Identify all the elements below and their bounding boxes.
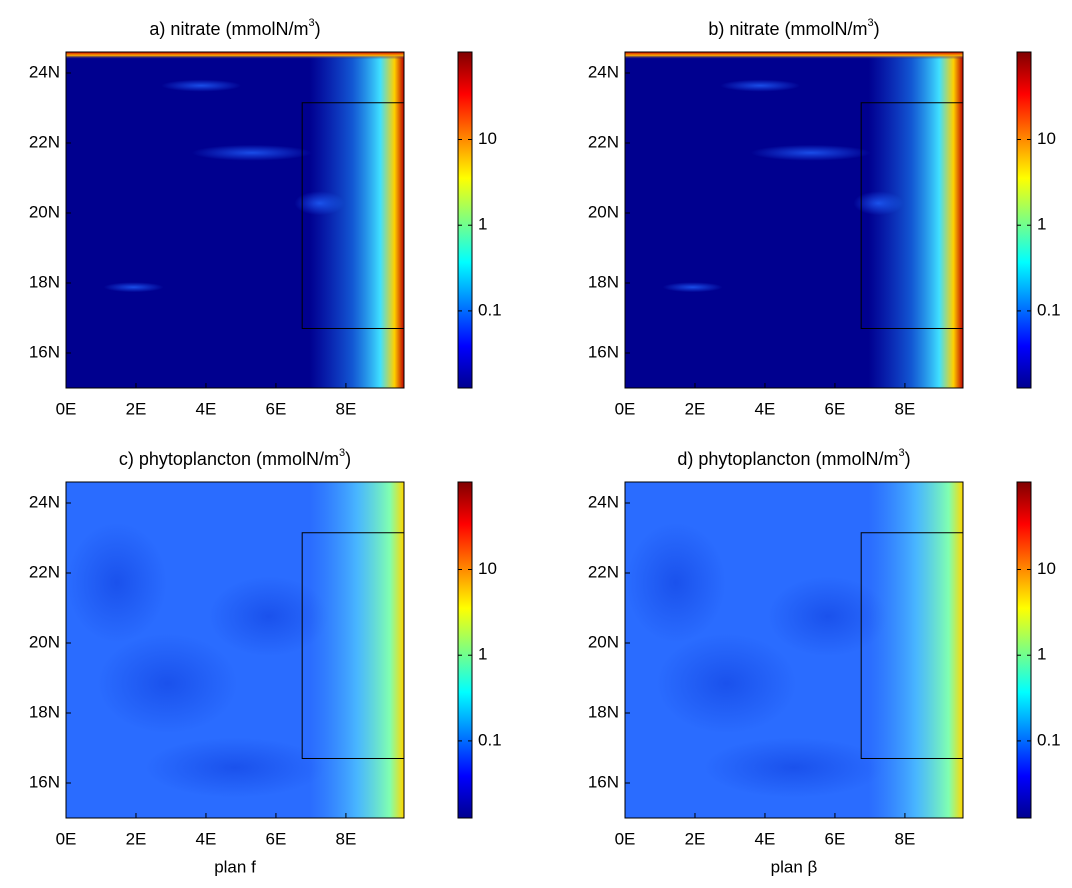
field-texture xyxy=(625,522,726,643)
y-tick-label: 22N xyxy=(29,562,60,581)
y-tick-label: 16N xyxy=(588,772,619,791)
x-tick-label: 0E xyxy=(56,829,77,848)
field-texture xyxy=(103,282,164,293)
y-tick-label: 16N xyxy=(29,342,60,361)
field-texture xyxy=(662,282,723,293)
y-tick-label: 20N xyxy=(588,632,619,651)
x-tick-label: 0E xyxy=(56,399,77,418)
field-texture xyxy=(145,737,325,798)
x-tick-label: 6E xyxy=(825,399,846,418)
chart-title: d) phytoplancton (mmolN/m3) xyxy=(677,447,910,469)
colorbar-tick-label: 1 xyxy=(478,645,487,664)
field-top xyxy=(66,52,404,59)
y-tick-label: 20N xyxy=(588,202,619,221)
colorbar xyxy=(1016,481,1032,819)
x-tick-label: 8E xyxy=(895,829,916,848)
axes-frame xyxy=(624,51,964,389)
x-tick-label: 4E xyxy=(196,399,217,418)
field-top xyxy=(625,52,963,59)
field-texture xyxy=(656,633,797,734)
colorbar xyxy=(1016,51,1032,389)
chart-title: c) phytoplancton (mmolN/m3) xyxy=(119,447,351,469)
title-text: d) phytoplancton (mmolN/m xyxy=(677,449,898,469)
x-tick-label: 0E xyxy=(615,829,636,848)
colorbar-tick-label: 10 xyxy=(1037,129,1056,148)
colorbar-tick-label: 10 xyxy=(1037,559,1056,578)
field-texture xyxy=(704,737,884,798)
x-tick-label: 8E xyxy=(336,399,357,418)
title-text: b) nitrate (mmolN/m xyxy=(708,19,867,39)
title-end: ) xyxy=(315,19,321,39)
x-tick-label: 2E xyxy=(126,829,147,848)
y-tick-label: 24N xyxy=(588,492,619,511)
colorbar-tick-label: 1 xyxy=(1037,645,1046,664)
field-texture xyxy=(97,633,238,734)
title-superscript: 3 xyxy=(339,447,345,459)
y-tick-label: 24N xyxy=(588,62,619,81)
x-tick-label: 4E xyxy=(196,829,217,848)
x-tick-label: 2E xyxy=(685,829,706,848)
y-tick-label: 16N xyxy=(588,342,619,361)
x-tick-label: 4E xyxy=(755,399,776,418)
field-texture xyxy=(161,79,242,92)
y-tick-label: 20N xyxy=(29,202,60,221)
x-tick-label: 6E xyxy=(266,829,287,848)
y-tick-label: 18N xyxy=(29,702,60,721)
x-tick-label: 2E xyxy=(685,399,706,418)
chart-title: b) nitrate (mmolN/m3) xyxy=(708,17,879,39)
colorbar-tick-label: 0.1 xyxy=(478,730,502,749)
chart-title: a) nitrate (mmolN/m3) xyxy=(149,17,320,39)
field-texture xyxy=(191,144,312,161)
colorbar-tick-label: 0.1 xyxy=(478,300,502,319)
x-tick-label: 2E xyxy=(126,399,147,418)
y-tick-label: 22N xyxy=(588,562,619,581)
field-texture xyxy=(66,522,167,643)
field-texture xyxy=(720,79,801,92)
y-tick-label: 18N xyxy=(588,272,619,291)
x-axis-label: plan f xyxy=(214,857,256,876)
colorbar xyxy=(457,481,473,819)
x-tick-label: 4E xyxy=(755,829,776,848)
x-tick-label: 8E xyxy=(336,829,357,848)
x-tick-label: 0E xyxy=(615,399,636,418)
x-axis-label: plan β xyxy=(771,857,818,876)
colorbar-tick-label: 0.1 xyxy=(1037,300,1061,319)
colorbar-tick-label: 1 xyxy=(1037,215,1046,234)
colorbar-tick-label: 10 xyxy=(478,559,497,578)
field-texture xyxy=(208,576,329,657)
y-tick-label: 24N xyxy=(29,492,60,511)
colorbar-tick-label: 1 xyxy=(478,215,487,234)
field-edge xyxy=(309,482,404,818)
x-tick-label: 6E xyxy=(825,829,846,848)
x-tick-label: 6E xyxy=(266,399,287,418)
title-superscript: 3 xyxy=(898,447,904,459)
colorbar-tick-label: 0.1 xyxy=(1037,730,1061,749)
axes-frame xyxy=(65,51,405,389)
y-tick-label: 18N xyxy=(588,702,619,721)
axes-frame xyxy=(624,481,964,819)
y-tick-label: 24N xyxy=(29,62,60,81)
title-end: ) xyxy=(345,449,351,469)
x-tick-label: 8E xyxy=(895,399,916,418)
field-edge xyxy=(868,52,963,388)
y-tick-label: 18N xyxy=(29,272,60,291)
field-texture xyxy=(750,144,871,161)
title-superscript: 3 xyxy=(308,17,314,29)
title-text: a) nitrate (mmolN/m xyxy=(149,19,308,39)
field-edge xyxy=(868,482,963,818)
field-texture xyxy=(767,576,888,657)
title-end: ) xyxy=(874,19,880,39)
colorbar-tick-label: 10 xyxy=(478,129,497,148)
y-tick-label: 22N xyxy=(29,132,60,151)
field-edge xyxy=(309,52,404,388)
title-superscript: 3 xyxy=(867,17,873,29)
axes-frame xyxy=(65,481,405,819)
colorbar xyxy=(457,51,473,389)
y-tick-label: 16N xyxy=(29,772,60,791)
y-tick-label: 22N xyxy=(588,132,619,151)
y-tick-label: 20N xyxy=(29,632,60,651)
title-text: c) phytoplancton (mmolN/m xyxy=(119,449,339,469)
title-end: ) xyxy=(905,449,911,469)
